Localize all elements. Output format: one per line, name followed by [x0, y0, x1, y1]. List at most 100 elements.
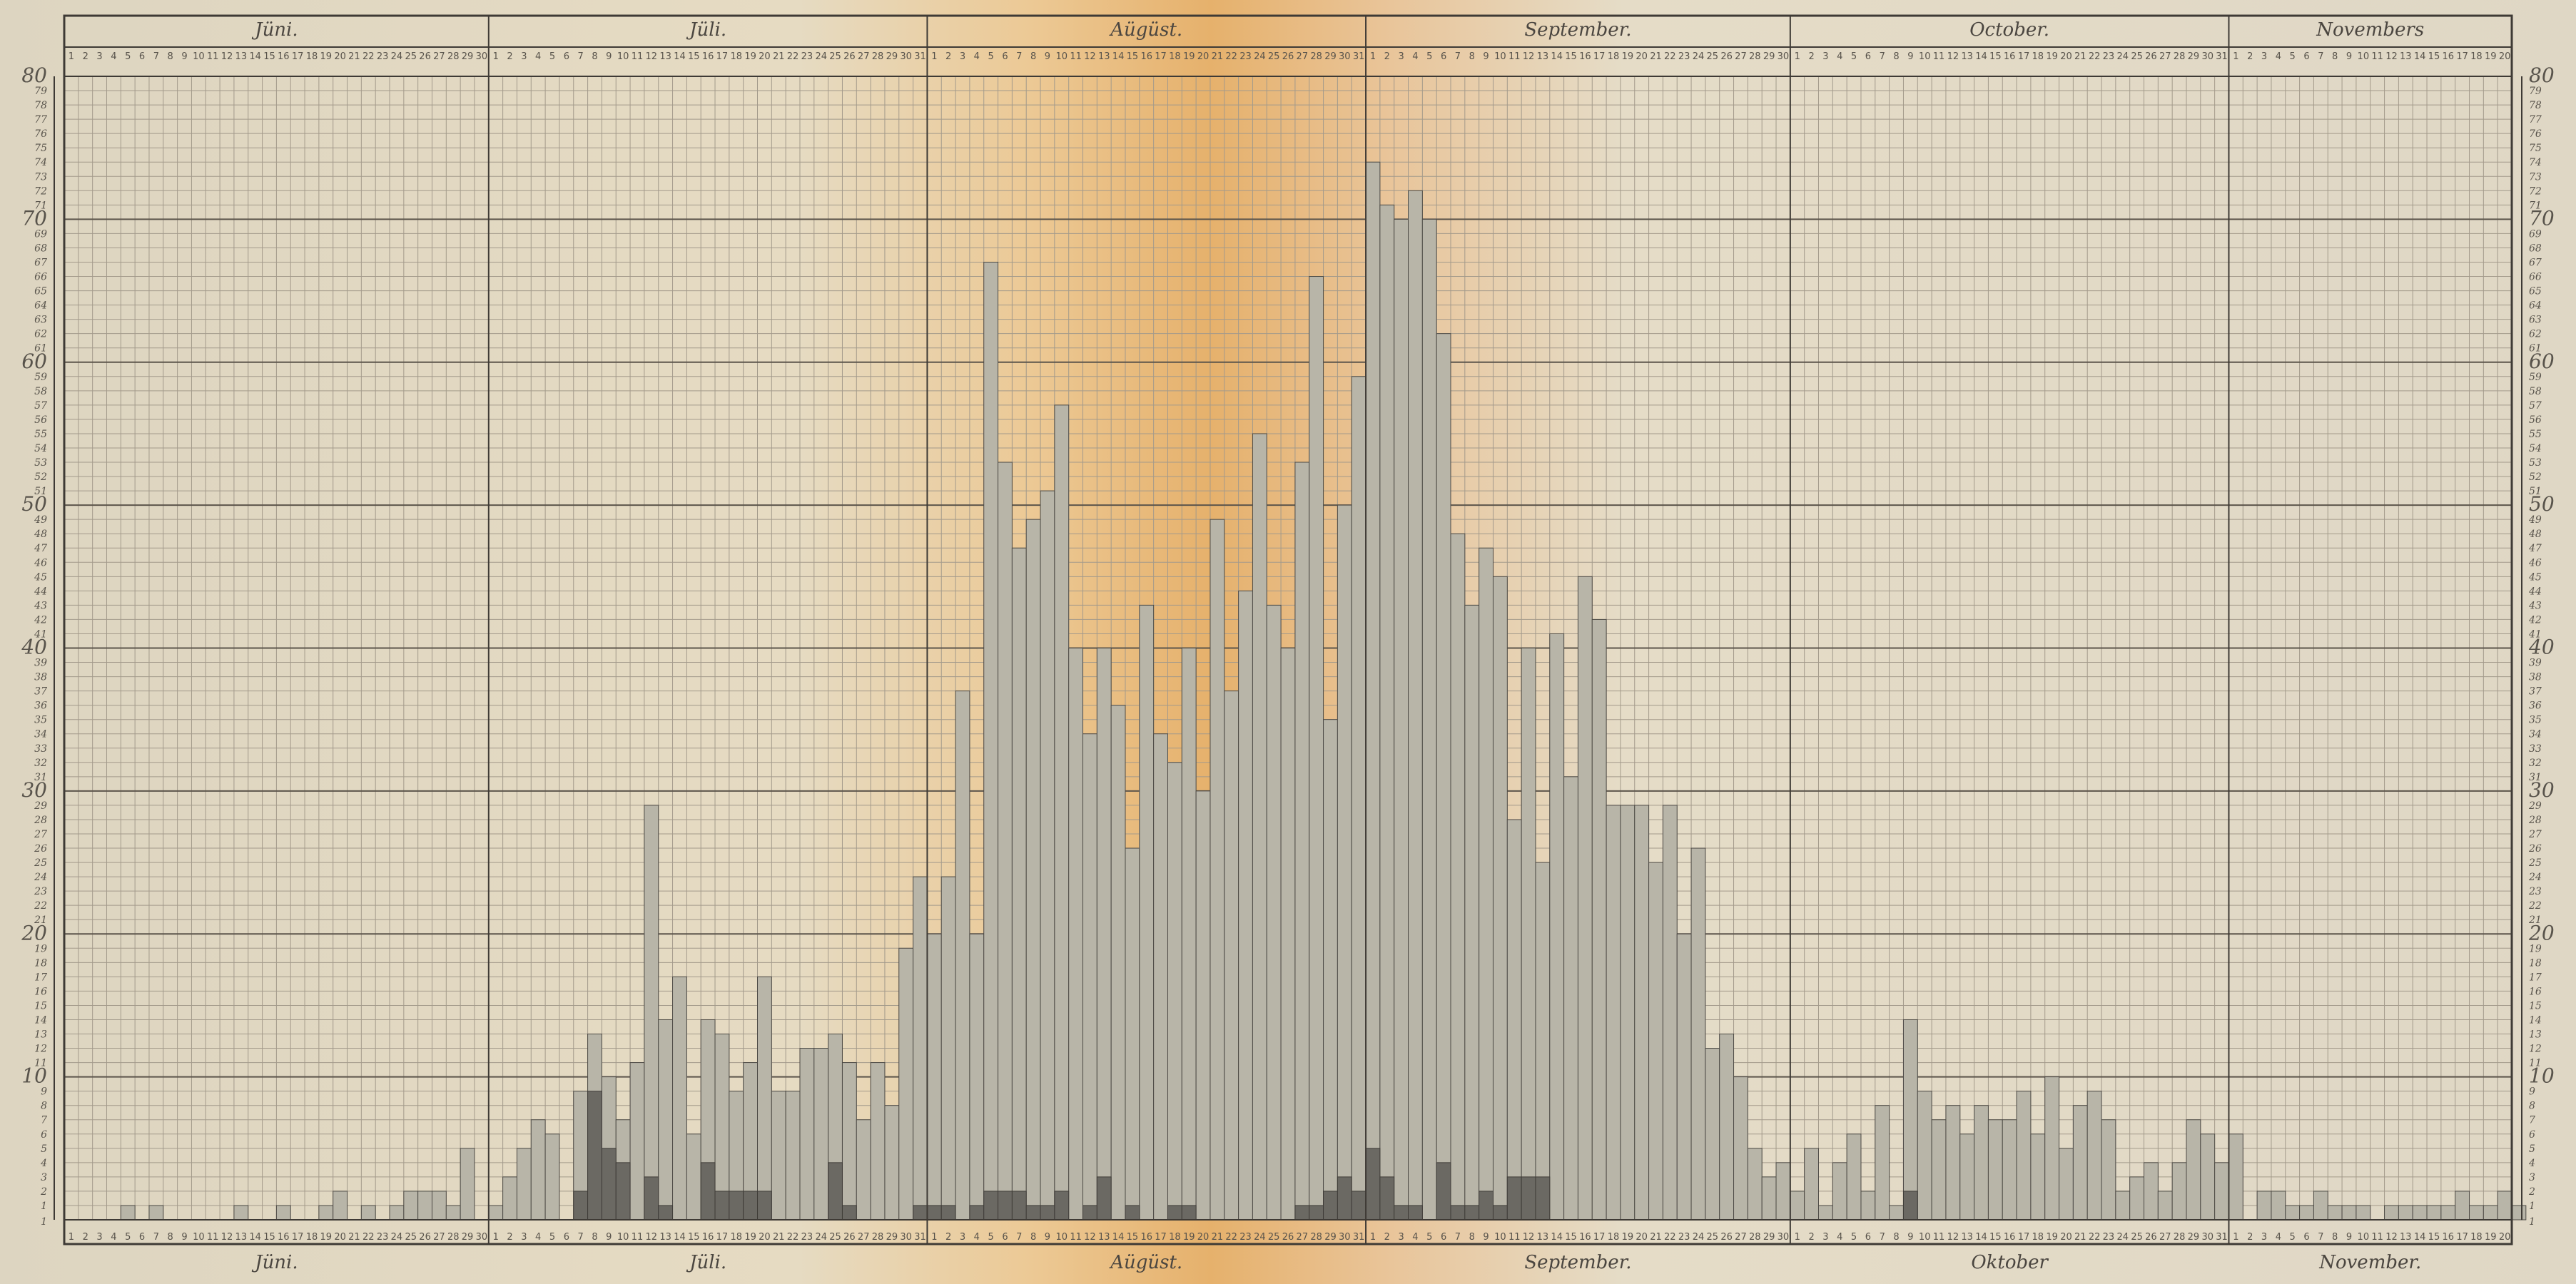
- day-label-bottom: 20: [1197, 1232, 1210, 1243]
- day-label-bottom: 6: [2303, 1232, 2309, 1243]
- y-minor-label-right: 18: [2529, 957, 2542, 969]
- y-minor-label-left: 8: [41, 1101, 47, 1112]
- bar-mark: [233, 1205, 249, 1221]
- day-label-bottom: 20: [2060, 1232, 2072, 1243]
- day-label-top: 6: [139, 51, 145, 62]
- y-minor-label-right: 7: [2529, 1115, 2535, 1126]
- day-label-bottom: 1: [931, 1232, 937, 1243]
- day-label-top: 28: [2174, 51, 2186, 62]
- day-label-top: 2: [2247, 51, 2253, 62]
- bar-mark: [1676, 933, 1692, 1221]
- bar-mark: [1096, 648, 1112, 1221]
- day-label-top: 23: [801, 51, 813, 62]
- bar-mark: [969, 1205, 985, 1221]
- day-label-top: 29: [886, 51, 898, 62]
- y-minor-label-right: 79: [2529, 86, 2542, 97]
- day-label-bottom: 30: [2201, 1232, 2214, 1243]
- bar-mark: [1025, 1205, 1041, 1221]
- day-label-bottom: 25: [1268, 1232, 1280, 1243]
- bar-mark: [2200, 1133, 2216, 1221]
- bar-mark: [2412, 1205, 2428, 1221]
- day-label-top: 15: [688, 51, 700, 62]
- day-label-bottom: 5: [1851, 1232, 1857, 1243]
- y-minor-label-left: 34: [34, 729, 47, 740]
- bar-mark: [2469, 1205, 2484, 1221]
- bar-mark: [870, 1062, 886, 1221]
- day-label-top: 13: [659, 51, 671, 62]
- day-label-bottom: 20: [334, 1232, 346, 1243]
- y-minor-label-right: 1: [2529, 1216, 2535, 1228]
- bar-mark: [2440, 1205, 2456, 1221]
- day-label-bottom: 4: [974, 1232, 980, 1243]
- bar-mark: [1011, 547, 1027, 1221]
- day-label-top: 15: [2428, 51, 2440, 62]
- bar-mark: [1902, 1019, 1918, 1221]
- day-label-bottom: 16: [2004, 1232, 2016, 1243]
- day-label-bottom: 8: [1030, 1232, 1036, 1243]
- day-label-bottom: 18: [306, 1232, 318, 1243]
- bar-mark: [601, 1148, 617, 1221]
- bar-mark: [714, 1191, 730, 1221]
- day-label-bottom: 9: [1045, 1232, 1050, 1243]
- y-minor-label-right: 29: [2528, 800, 2542, 812]
- bar-mark: [1987, 1119, 2003, 1221]
- y-minor-label-left: 29: [34, 800, 47, 812]
- bar-mark: [275, 1205, 291, 1221]
- day-label-bottom: 12: [1084, 1232, 1096, 1243]
- day-label-bottom: 12: [1523, 1232, 1535, 1243]
- bar-mark: [1690, 847, 1706, 1221]
- bar-mark: [2214, 1162, 2229, 1221]
- day-label-top: 10: [1056, 51, 1068, 62]
- bar-mark: [1889, 1205, 1904, 1221]
- bar-mark: [2341, 1205, 2357, 1221]
- bar-mark: [1323, 1191, 1338, 1221]
- y-minor-label-left: 53: [34, 457, 47, 469]
- day-label-bottom: 13: [1098, 1232, 1110, 1243]
- y-minor-label-left: 31: [34, 772, 47, 783]
- bar-mark: [1181, 1205, 1197, 1221]
- y-minor-label-right: 52: [2529, 472, 2542, 483]
- bar-mark: [1506, 1176, 1522, 1221]
- day-label-bottom: 22: [1225, 1232, 1237, 1243]
- bar-mark: [1860, 1191, 1876, 1221]
- day-label-bottom: 17: [2018, 1232, 2030, 1243]
- day-label-bottom: 2: [2247, 1232, 2253, 1243]
- day-label-top: 19: [744, 51, 756, 62]
- day-label-bottom: 25: [829, 1232, 841, 1243]
- bar-mark: [2356, 1205, 2371, 1221]
- day-label-top: 22: [362, 51, 375, 62]
- y-minor-label-left: 27: [34, 829, 47, 840]
- y-minor-label-right: 17: [2529, 972, 2542, 983]
- day-label-bottom: 15: [1127, 1232, 1139, 1243]
- y-minor-label-left: 6: [41, 1129, 47, 1141]
- day-label-top: 5: [125, 51, 131, 62]
- y-minor-label-right: 65: [2529, 286, 2542, 297]
- day-label-top: 9: [181, 51, 187, 62]
- y-major-label-right: 70: [2529, 206, 2555, 230]
- bar-mark: [969, 933, 985, 1221]
- month-label-top: Jüli.: [686, 19, 726, 41]
- bar-mark: [417, 1191, 432, 1221]
- day-label-top: 31: [914, 51, 926, 62]
- bar-mark: [318, 1205, 334, 1221]
- bar-mark: [1591, 618, 1607, 1221]
- day-label-top: 18: [306, 51, 318, 62]
- bar-mark: [1563, 776, 1578, 1221]
- y-minor-label-left: 48: [34, 529, 47, 540]
- y-minor-label-right: 49: [2528, 514, 2542, 526]
- y-minor-label-left: 55: [34, 429, 47, 440]
- day-label-bottom: 5: [2290, 1232, 2296, 1243]
- day-label-top: 2: [507, 51, 512, 62]
- day-label-bottom: 24: [815, 1232, 827, 1243]
- day-label-bottom: 23: [1678, 1232, 1690, 1243]
- bar-mark: [799, 1048, 815, 1221]
- bar-mark: [1902, 1191, 1918, 1221]
- day-label-top: 10: [2358, 51, 2370, 62]
- y-minor-label-right: 47: [2528, 543, 2542, 554]
- day-label-bottom: 27: [2159, 1232, 2171, 1243]
- day-label-top: 26: [1720, 51, 1733, 62]
- day-label-bottom: 11: [632, 1232, 644, 1243]
- bar-mark: [940, 876, 956, 1221]
- bar-mark: [1450, 1205, 1466, 1221]
- bar-mark: [1549, 633, 1565, 1221]
